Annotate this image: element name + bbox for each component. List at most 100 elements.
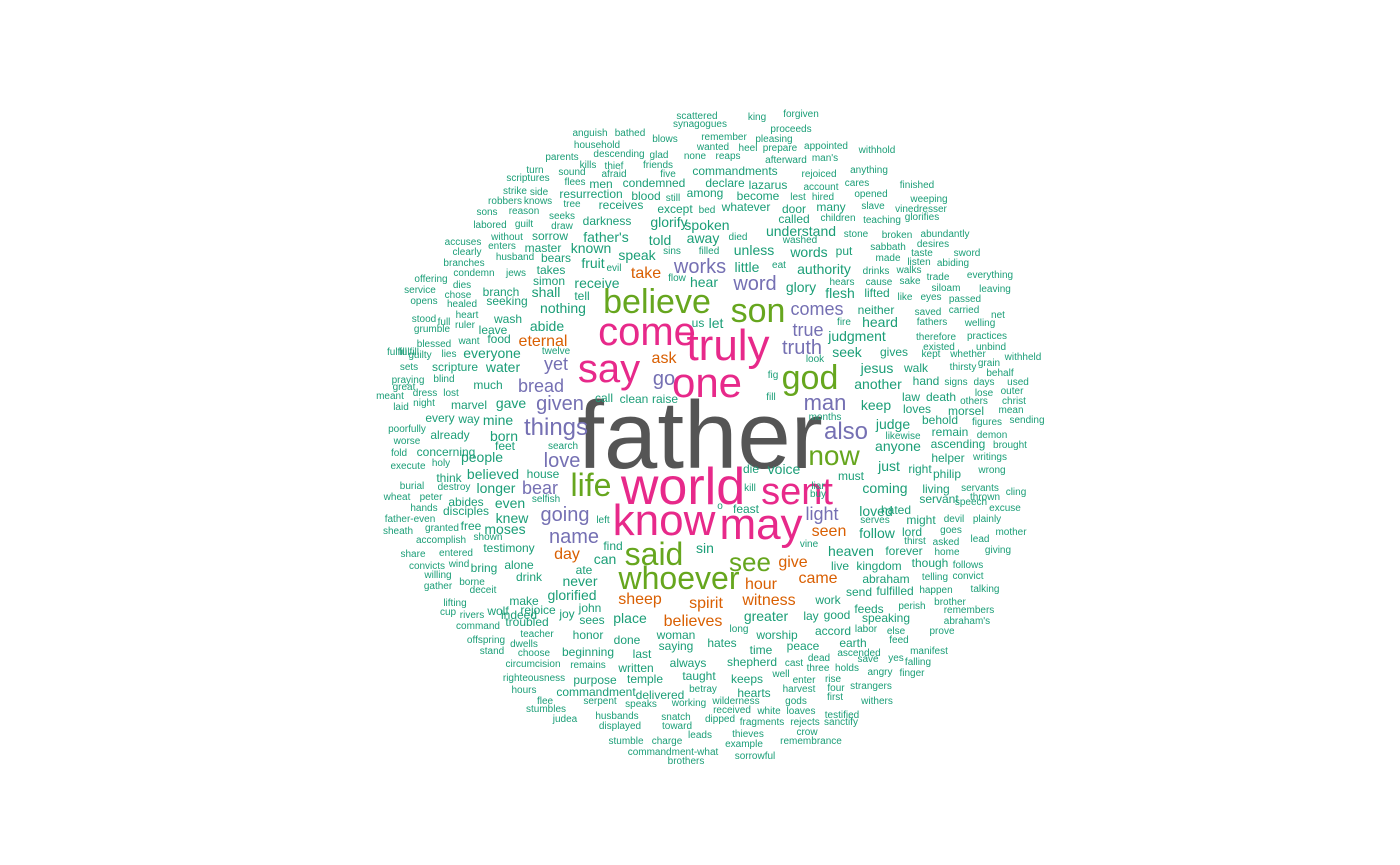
word-one: one [671, 359, 743, 406]
word-burial: burial [399, 481, 425, 492]
word-passed: passed [948, 294, 982, 305]
word-put: put [835, 244, 853, 258]
word-left: left [596, 515, 610, 526]
word-dwells: dwells [510, 639, 538, 650]
word-saying: saying [658, 639, 694, 653]
word-brother: brother [934, 597, 966, 608]
word-told: told [648, 232, 672, 248]
word-gives: gives [879, 345, 909, 359]
word-entered: entered [439, 548, 473, 559]
word-time: time [749, 643, 773, 657]
word-kingdom: kingdom [856, 559, 902, 573]
word-loaves: loaves [786, 706, 816, 717]
word-honor: honor [572, 628, 604, 642]
word-troubled: troubled [505, 615, 549, 629]
word-thief: thief [604, 161, 624, 172]
word-convicts: convicts [408, 561, 446, 572]
word-welling: welling [964, 318, 996, 329]
word-strangers: strangers [850, 681, 892, 692]
word-light: light [805, 504, 839, 524]
word-lose: lose [974, 388, 994, 399]
word-hired: hired [811, 192, 835, 203]
word-works: works [673, 256, 727, 278]
word-mean: mean [998, 405, 1024, 416]
word-rejoice: rejoice [520, 603, 556, 617]
word-died: died [728, 232, 748, 243]
word-stood: stood [411, 314, 437, 325]
word-except: except [657, 202, 693, 216]
word-now: now [808, 440, 860, 471]
word-behalf: behalf [986, 368, 1014, 379]
word-resurrection: resurrection [559, 187, 623, 201]
word-sabbath: sabbath [870, 242, 906, 253]
word-therefore: therefore [915, 332, 957, 343]
word-hates: hates [707, 636, 737, 650]
word-want: want [458, 336, 480, 347]
word-die: die [742, 462, 760, 476]
word-taught: taught [682, 669, 716, 683]
word-fill: fill [766, 392, 776, 403]
word-speaking: speaking [861, 611, 911, 625]
word-days: days [973, 377, 995, 388]
word-saved: saved [914, 307, 942, 318]
word-may: may [719, 500, 803, 549]
word-lies: lies [441, 349, 457, 360]
word-guilty: guilty [408, 350, 432, 361]
word-temple: temple [626, 672, 664, 686]
word-dipped: dipped [704, 714, 736, 725]
word-glad: glad [649, 150, 669, 161]
word-forgiven: forgiven [783, 109, 819, 120]
word-flesh: flesh [825, 285, 855, 301]
word-wash: wash [493, 312, 523, 326]
word-fathers: fathers [916, 317, 948, 328]
word-takes: takes [536, 263, 566, 277]
word-every: every [425, 411, 455, 425]
word-neither: neither [857, 303, 895, 317]
word-snatch: snatch [661, 712, 691, 723]
word-shall: shall [531, 284, 561, 300]
word-whoever: whoever [618, 560, 740, 596]
word-grain: grain [977, 358, 1001, 369]
word-net: net [991, 310, 1005, 321]
word-vinedresser: vinedresser [895, 204, 947, 215]
word-husbands: husbands [595, 711, 639, 722]
word-thrown: thrown [969, 492, 1001, 503]
word-send: send [845, 585, 873, 599]
word-scattered: scattered [676, 111, 718, 122]
word-coming: coming [862, 480, 908, 496]
word-love: love [543, 450, 581, 472]
word-little: little [734, 259, 760, 275]
word-falling: falling [904, 657, 932, 668]
word-guilt: guilt [514, 219, 534, 230]
word-children: children [820, 213, 856, 224]
word-well: well [772, 669, 790, 680]
word-goes: goes [940, 525, 962, 536]
word-seek: seek [832, 344, 862, 360]
word-bear: bear [521, 478, 559, 498]
word-door: door [781, 202, 807, 216]
word-finger: finger [899, 668, 925, 679]
word-carried: carried [948, 305, 980, 316]
word-three: three [806, 663, 830, 674]
word-enters: enters [488, 241, 516, 252]
word-gave: gave [495, 395, 527, 411]
word-death: death [925, 390, 957, 404]
word-buy: buy [809, 489, 827, 500]
word-receive: receive [574, 275, 620, 291]
word-alone: alone [504, 558, 534, 572]
word-condemned: condemned [622, 176, 686, 190]
word-shepherd: shepherd [726, 655, 778, 669]
word-mother: mother [995, 527, 1027, 538]
word-sin: sin [696, 540, 714, 556]
word-think: think [436, 471, 462, 485]
word-judge: judge [875, 416, 911, 432]
word-weeping: weeping [910, 194, 948, 205]
word-sorrowful: sorrowful [734, 751, 776, 762]
word-wanted: wanted [696, 142, 730, 153]
word-follows: follows [952, 560, 984, 571]
word-trade: trade [926, 272, 950, 283]
word-tree: tree [563, 199, 581, 210]
word-sheep: sheep [618, 591, 662, 608]
word-bears: bears [540, 251, 572, 265]
word-asked: asked [932, 537, 960, 548]
